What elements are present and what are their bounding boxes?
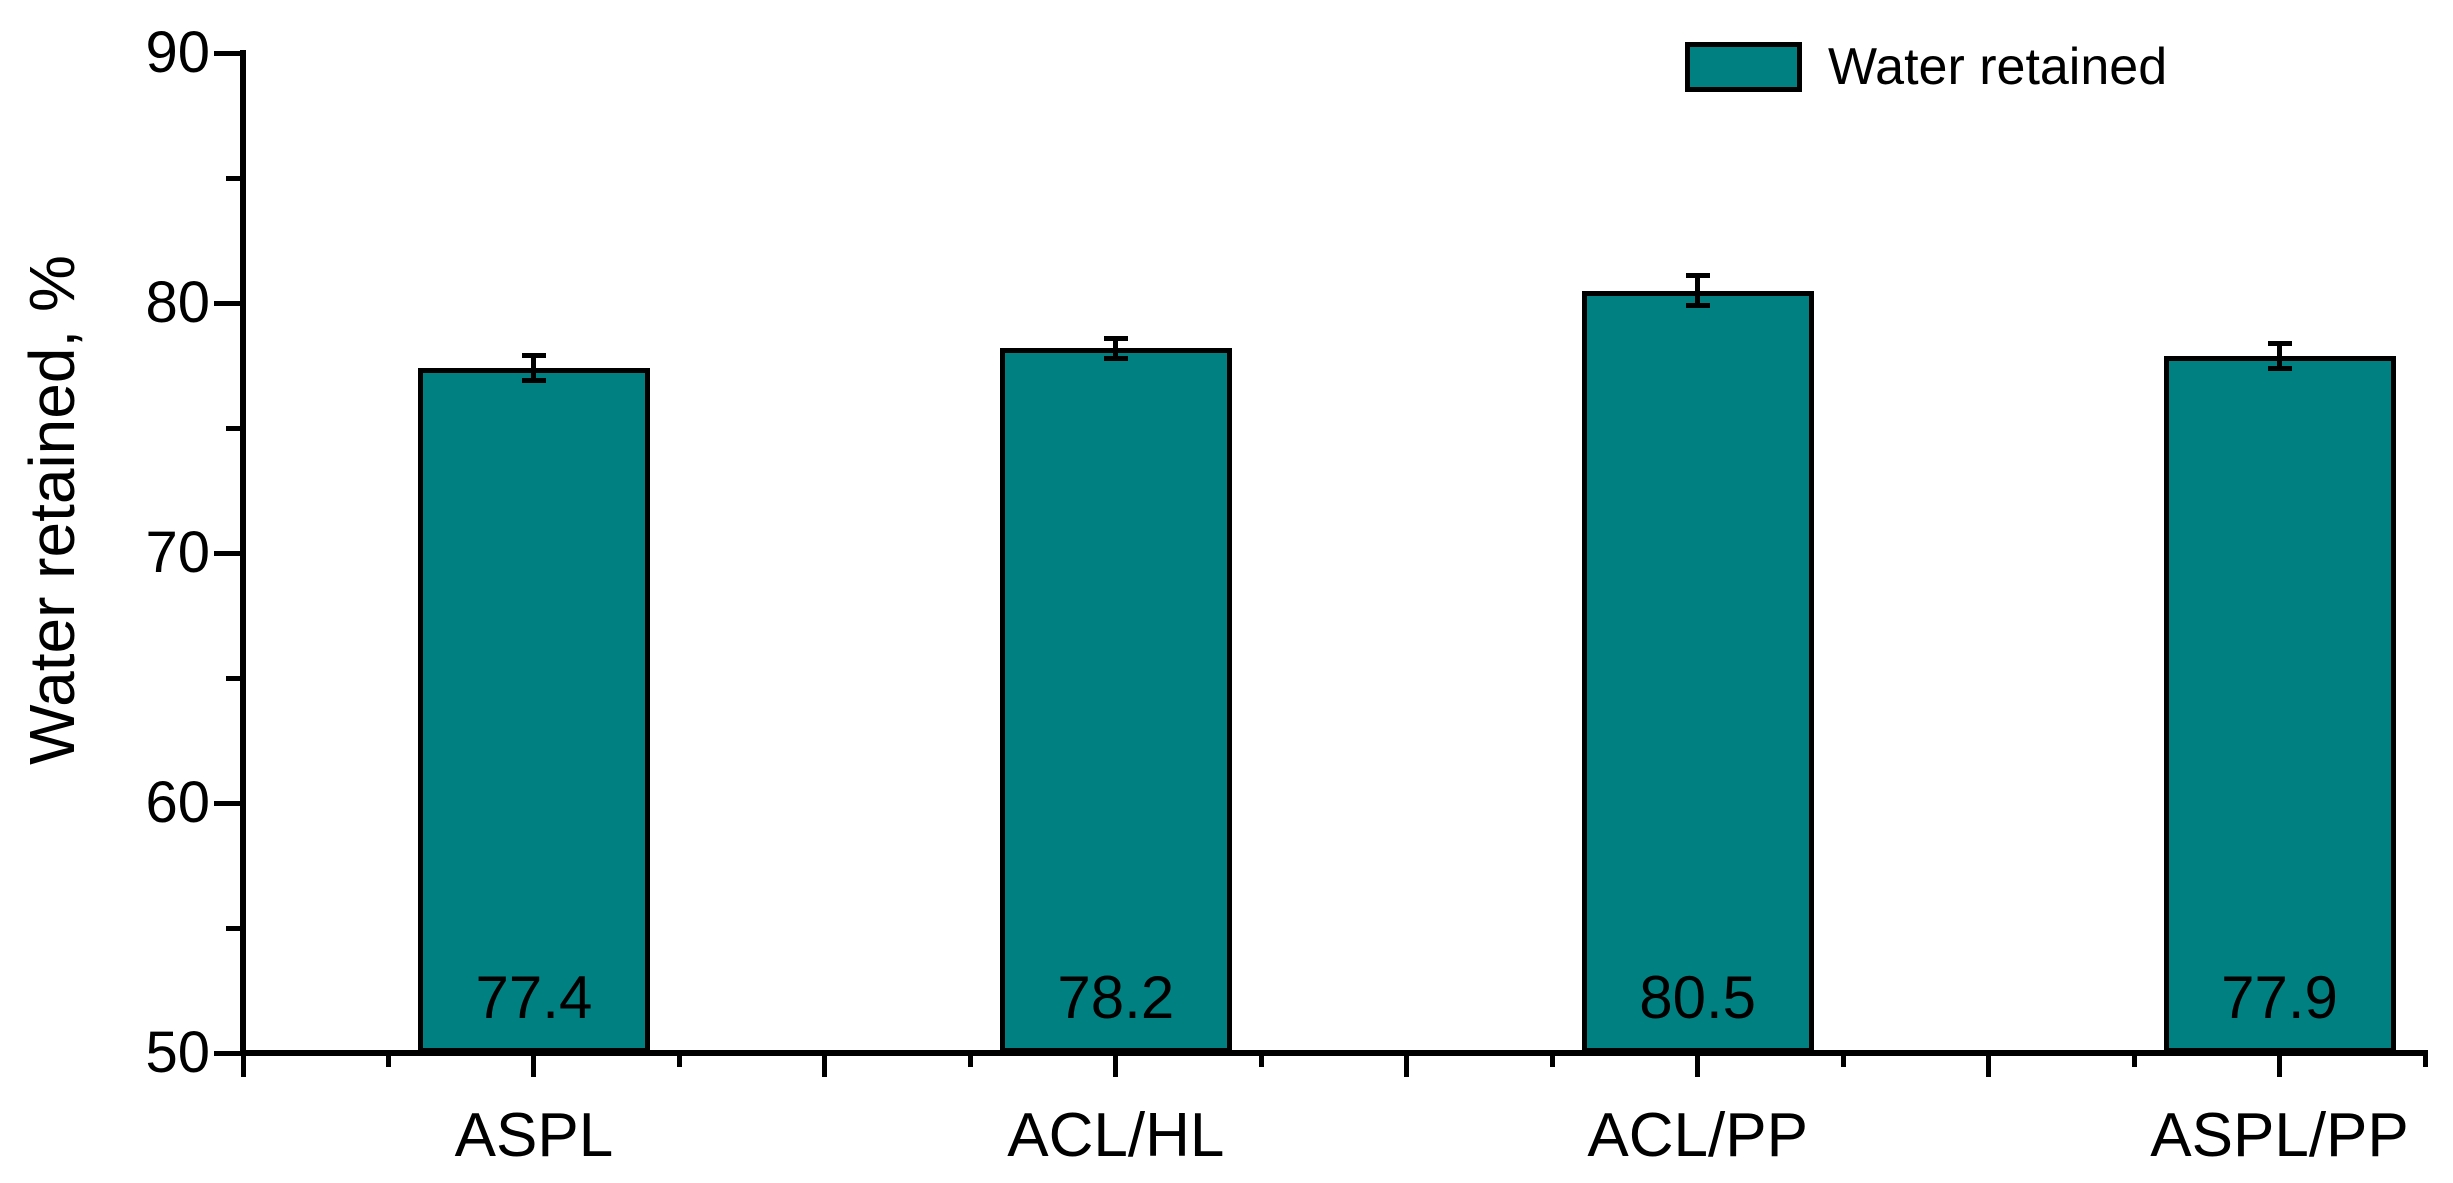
y-tick-label: 50 [145, 1020, 210, 1085]
y-major-tick [214, 300, 240, 306]
x-major-tick [822, 1056, 828, 1077]
bar-value-label: 80.5 [1639, 964, 1757, 1031]
error-bar-cap-top [1685, 273, 1710, 278]
error-bar-cap-top [2267, 340, 2292, 346]
y-major-tick [214, 50, 240, 56]
x-minor-tick [676, 1056, 682, 1067]
x-axis-line [240, 1050, 2428, 1056]
y-tick-label: 60 [145, 770, 210, 835]
x-major-tick [1404, 1056, 1410, 1077]
y-major-tick [214, 550, 240, 556]
x-category-label: ASPL/PP [2150, 1101, 2409, 1170]
x-category-label: ACL/HL [1007, 1101, 1225, 1170]
bar [2163, 355, 2396, 1053]
x-minor-tick [2131, 1056, 2137, 1067]
bar [1581, 290, 1814, 1053]
bar-value-label: 77.4 [475, 964, 593, 1031]
x-minor-tick [967, 1056, 973, 1067]
x-minor-tick [1840, 1056, 1846, 1067]
legend-label: Water retained [1828, 38, 2168, 96]
x-major-tick [2277, 1056, 2283, 1077]
y-minor-tick [226, 425, 240, 431]
x-category-label: ACL/PP [1587, 1101, 1808, 1170]
x-minor-tick [1549, 1056, 1555, 1067]
legend-swatch [1685, 42, 1802, 92]
y-minor-tick [226, 175, 240, 181]
x-major-tick [1113, 1056, 1119, 1077]
error-bar-cap-top [1103, 335, 1128, 341]
x-minor-tick [2422, 1056, 2428, 1067]
error-bar-cap-bottom [521, 378, 546, 383]
x-minor-tick [385, 1056, 391, 1067]
bar [417, 368, 650, 1053]
y-tick-label: 70 [145, 520, 210, 585]
x-major-tick [1986, 1056, 1992, 1077]
bar-value-label: 78.2 [1057, 964, 1175, 1031]
y-tick-label: 80 [145, 270, 210, 335]
y-axis-title-text: Water retained, % [16, 255, 88, 765]
error-bar-line [1113, 338, 1119, 358]
x-major-tick [531, 1056, 537, 1077]
x-minor-tick [1258, 1056, 1264, 1067]
x-category-label: ASPL [454, 1101, 614, 1170]
y-major-tick [214, 800, 240, 806]
error-bar-cap-bottom [1103, 355, 1128, 361]
error-bar-line [1695, 275, 1701, 306]
error-bar-cap-bottom [2267, 365, 2292, 371]
y-tick-label: 90 [145, 20, 210, 85]
y-minor-tick [226, 925, 240, 931]
error-bar-cap-bottom [1685, 303, 1710, 308]
y-axis-line [240, 50, 246, 1056]
error-bar-line [531, 355, 537, 381]
bar-value-label: 77.9 [2221, 964, 2338, 1031]
y-minor-tick [226, 675, 240, 681]
x-major-tick [240, 1056, 246, 1077]
legend: Water retained [1685, 40, 2167, 94]
x-major-tick [1695, 1056, 1701, 1077]
bar [999, 348, 1232, 1053]
y-major-tick [214, 1050, 240, 1056]
error-bar-cap-top [521, 353, 546, 358]
error-bar-line [2277, 343, 2283, 368]
